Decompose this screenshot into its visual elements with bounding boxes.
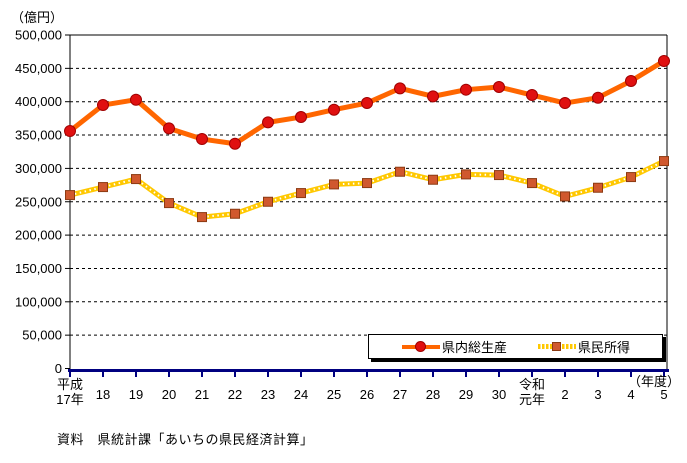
data-point-marker-prefectural-income xyxy=(494,170,504,181)
legend: 県内総生産 県民所得 xyxy=(368,334,663,359)
series-line-dots-prefectural-income xyxy=(69,160,665,219)
data-point-marker-gross-product xyxy=(262,116,274,129)
x-tick-label: 4 xyxy=(627,387,634,402)
data-point-marker-gross-product xyxy=(460,83,472,96)
data-point-marker-prefectural-income xyxy=(329,179,339,190)
legend-label-gross-product: 県内総生産 xyxy=(442,340,508,355)
x-tick-label: 29 xyxy=(459,387,473,402)
data-point-marker-gross-product xyxy=(328,103,340,116)
x-tick-label: 22 xyxy=(228,387,242,402)
y-tick-label: 100,000 xyxy=(15,294,62,309)
series-line-prefectural-income xyxy=(67,158,667,220)
x-tick-label: 30 xyxy=(492,387,506,402)
data-point-marker-gross-product xyxy=(64,125,76,138)
x-tick-label: 26 xyxy=(360,387,374,402)
x-tick-label: 令和元年 xyxy=(519,377,545,407)
data-point-marker-gross-product xyxy=(295,111,307,124)
data-point-marker-gross-product xyxy=(97,99,109,112)
y-tick-label: 200,000 xyxy=(15,228,62,243)
data-point-marker-prefectural-income xyxy=(593,182,603,193)
y-tick-label: 0 xyxy=(55,361,62,376)
x-tick-label: 23 xyxy=(261,387,275,402)
x-axis-unit-label: （年度） xyxy=(628,374,681,389)
data-point-marker-prefectural-income xyxy=(296,188,306,199)
data-point-marker-gross-product xyxy=(394,82,406,95)
data-point-marker-prefectural-income xyxy=(164,198,174,209)
data-point-marker-prefectural-income xyxy=(626,172,636,183)
data-point-marker-gross-product xyxy=(130,93,142,106)
source-note: 資料 県統計課「あいちの県民経済計算」 xyxy=(57,432,314,447)
x-tick-label: 3 xyxy=(594,387,601,402)
y-tick-label: 50,000 xyxy=(22,328,62,343)
data-point-marker-gross-product xyxy=(658,55,670,68)
data-point-marker-prefectural-income xyxy=(197,212,207,223)
data-point-marker-prefectural-income xyxy=(395,166,405,177)
circle-marker-icon xyxy=(415,341,426,352)
data-point-marker-prefectural-income xyxy=(131,174,141,185)
data-point-marker-prefectural-income xyxy=(362,178,372,189)
y-tick-label: 300,000 xyxy=(15,161,62,176)
data-point-marker-gross-product xyxy=(229,137,241,150)
data-point-marker-gross-product xyxy=(493,81,505,94)
data-point-marker-gross-product xyxy=(196,133,208,146)
legend-item-gross-product: 県内総生産 xyxy=(402,337,507,356)
y-tick-label: 250,000 xyxy=(15,194,62,209)
data-point-marker-gross-product xyxy=(625,75,637,88)
x-tick-label: 21 xyxy=(195,387,209,402)
data-point-marker-prefectural-income xyxy=(560,191,570,202)
x-tick-label: 20 xyxy=(162,387,176,402)
x-tick-label: 25 xyxy=(327,387,341,402)
data-point-marker-gross-product xyxy=(526,89,538,102)
x-tick-label: 2 xyxy=(561,387,568,402)
gross-product-line-sample-icon xyxy=(402,341,440,352)
data-point-marker-gross-product xyxy=(559,97,571,110)
legend-item-prefectural-income: 県民所得 xyxy=(538,337,630,356)
y-tick-label: 400,000 xyxy=(15,94,62,109)
y-tick-label: 350,000 xyxy=(15,128,62,143)
legend-label-prefectural-income: 県民所得 xyxy=(578,340,631,355)
y-tick-label: 150,000 xyxy=(15,261,62,276)
data-point-marker-gross-product xyxy=(361,97,373,110)
data-point-marker-gross-product xyxy=(592,91,604,104)
data-point-marker-gross-product xyxy=(163,122,175,135)
x-tick-label: 27 xyxy=(393,387,407,402)
y-axis-unit-label: （億円） xyxy=(11,10,64,25)
data-point-marker-prefectural-income xyxy=(263,196,273,207)
data-point-marker-prefectural-income xyxy=(65,190,75,201)
data-point-marker-prefectural-income xyxy=(527,178,537,189)
data-point-marker-prefectural-income xyxy=(230,208,240,219)
square-marker-icon xyxy=(552,342,562,351)
prefectural-income-line-sample-icon xyxy=(538,341,577,352)
data-point-marker-gross-product xyxy=(427,90,439,103)
x-tick-label: 28 xyxy=(426,387,440,402)
x-tick-label: 平成 17年 xyxy=(56,377,83,407)
x-tick-label: 19 xyxy=(129,387,143,402)
y-tick-label: 500,000 xyxy=(15,28,62,43)
data-point-marker-prefectural-income xyxy=(461,169,471,180)
data-point-marker-prefectural-income xyxy=(659,156,669,167)
x-tick-label: 24 xyxy=(294,387,308,402)
y-tick-label: 450,000 xyxy=(15,61,62,76)
data-point-marker-prefectural-income xyxy=(428,174,438,185)
x-tick-label: 5 xyxy=(660,387,667,402)
x-tick-label: 18 xyxy=(96,387,110,402)
data-point-marker-prefectural-income xyxy=(98,182,108,193)
